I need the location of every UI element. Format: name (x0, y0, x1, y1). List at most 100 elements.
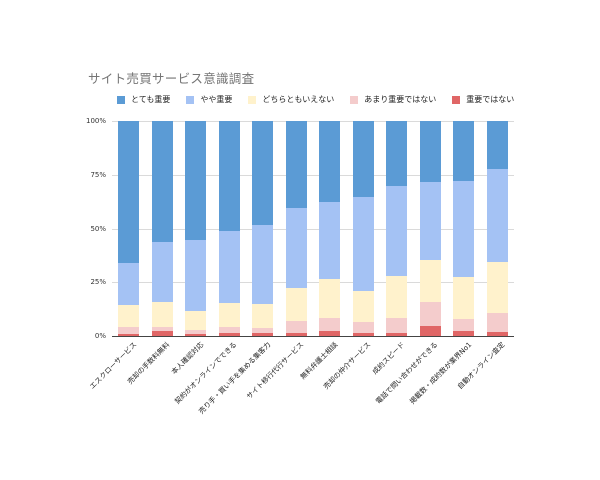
legend-swatch (186, 95, 195, 104)
bar-segment[interactable] (118, 333, 140, 336)
bar-segment[interactable] (285, 208, 307, 288)
bar-stack[interactable] (185, 121, 207, 336)
bar-segment[interactable] (453, 276, 475, 319)
bar-segment[interactable] (453, 318, 475, 331)
bar-segment[interactable] (151, 121, 173, 243)
bar-segment[interactable] (453, 181, 475, 277)
bar-segment[interactable] (151, 330, 173, 336)
bar-stack[interactable] (486, 121, 508, 336)
gridline (112, 121, 514, 122)
gridline (112, 282, 514, 284)
bar-segment[interactable] (218, 327, 240, 333)
bar-segment[interactable] (419, 182, 441, 260)
x-tick-label: 電話で問い合わせができる (374, 340, 440, 406)
bar-segment[interactable] (218, 230, 240, 303)
bar-segment[interactable] (185, 329, 207, 334)
bar-segment[interactable] (151, 301, 173, 328)
bar-segment[interactable] (453, 330, 475, 336)
bar-segment[interactable] (352, 290, 374, 323)
bar-segment[interactable] (285, 332, 307, 336)
bar-stack[interactable] (453, 121, 475, 336)
bar-segment[interactable] (285, 287, 307, 321)
bar-segment[interactable] (453, 121, 475, 182)
y-tick-label: 0% (94, 332, 106, 340)
bar-segment[interactable] (319, 201, 341, 280)
bar-segment[interactable] (486, 169, 508, 262)
bar-segment[interactable] (419, 259, 441, 302)
bar-segment[interactable] (319, 330, 341, 336)
x-tick-label: 掲載数・成約数が業界No1 (408, 340, 474, 406)
y-axis: 0% 25% 50% 75% 100% (70, 0, 106, 480)
bar-segment[interactable] (486, 331, 508, 336)
legend: とても重要 やや重要 どちらともいえない あまり重要ではない 重要ではない (117, 94, 530, 105)
bar-segment[interactable] (419, 121, 441, 183)
legend-item[interactable]: どちらともいえない (248, 94, 334, 105)
bar-segment[interactable] (486, 261, 508, 314)
bar-segment[interactable] (252, 332, 274, 336)
bar-segment[interactable] (352, 121, 374, 198)
bar-stack[interactable] (252, 121, 274, 336)
legend-item[interactable]: とても重要 (117, 94, 170, 105)
legend-swatch (117, 95, 125, 104)
bar-segment[interactable] (486, 121, 508, 170)
bar-stack[interactable] (319, 121, 341, 336)
bar-segment[interactable] (118, 327, 140, 334)
y-tick-label: 50% (90, 224, 106, 233)
y-tick-label: 25% (90, 278, 106, 287)
bar-segment[interactable] (252, 328, 274, 333)
legend-swatch (248, 95, 257, 104)
bar-segment[interactable] (185, 240, 207, 312)
plot-area (112, 121, 514, 336)
bar-stack[interactable] (151, 121, 173, 336)
x-axis-baseline (112, 336, 514, 337)
bar-stack[interactable] (419, 121, 441, 336)
bar-segment[interactable] (218, 332, 240, 336)
bar-segment[interactable] (352, 322, 374, 333)
bar-segment[interactable] (352, 197, 374, 291)
bar-segment[interactable] (118, 262, 140, 305)
bar-segment[interactable] (386, 332, 408, 336)
bar-segment[interactable] (419, 326, 441, 336)
legend-label: どちらともいえない (262, 95, 335, 104)
bar-stack[interactable] (218, 121, 240, 336)
x-axis-labels: エスクローサービス 売却の手数料無料 本人確認対応 契約がオンラインでできる 売り手・買… (88, 340, 514, 440)
bar-segment[interactable] (386, 121, 408, 186)
bar-segment[interactable] (252, 225, 274, 304)
bar-segment[interactable] (285, 121, 307, 209)
bar-segment[interactable] (386, 275, 408, 318)
bar-segment[interactable] (319, 317, 341, 331)
bar-segment[interactable] (319, 121, 341, 202)
bar-segment[interactable] (386, 317, 408, 333)
bar-segment[interactable] (185, 333, 207, 336)
x-tick-label: サイト移行代行サービス (245, 340, 306, 401)
bar-segment[interactable] (319, 279, 341, 318)
bar-segment[interactable] (218, 302, 240, 328)
legend-swatch (350, 95, 359, 104)
bar-segment[interactable] (218, 121, 240, 231)
bar-stack[interactable] (386, 121, 408, 336)
bar-segment[interactable] (419, 301, 441, 327)
bar-segment[interactable] (151, 242, 173, 302)
bar-segment[interactable] (151, 327, 173, 331)
bar-stack[interactable] (285, 121, 307, 336)
legend-item[interactable]: やや重要 (186, 94, 232, 105)
bar-segment[interactable] (486, 313, 508, 332)
bar-segment[interactable] (118, 121, 140, 263)
bar-segment[interactable] (252, 303, 274, 329)
bar-segment[interactable] (185, 311, 207, 330)
bar-segment[interactable] (252, 121, 274, 226)
legend-label: やや重要 (200, 95, 233, 104)
bar-segment[interactable] (285, 320, 307, 333)
bar-segment[interactable] (118, 304, 140, 328)
bar-stack[interactable] (352, 121, 374, 336)
bar-segment[interactable] (352, 332, 374, 336)
y-tick-label: 75% (90, 170, 106, 179)
gridline (112, 228, 514, 230)
x-tick-label: 契約がオンラインでできる (173, 340, 239, 406)
legend-item[interactable]: あまり重要ではない (350, 94, 436, 105)
bar-segment[interactable] (185, 121, 207, 241)
legend-item[interactable]: 重要ではない (452, 94, 514, 105)
bar-segment[interactable] (386, 185, 408, 276)
legend-swatch (452, 95, 461, 104)
bar-stack[interactable] (118, 121, 140, 336)
